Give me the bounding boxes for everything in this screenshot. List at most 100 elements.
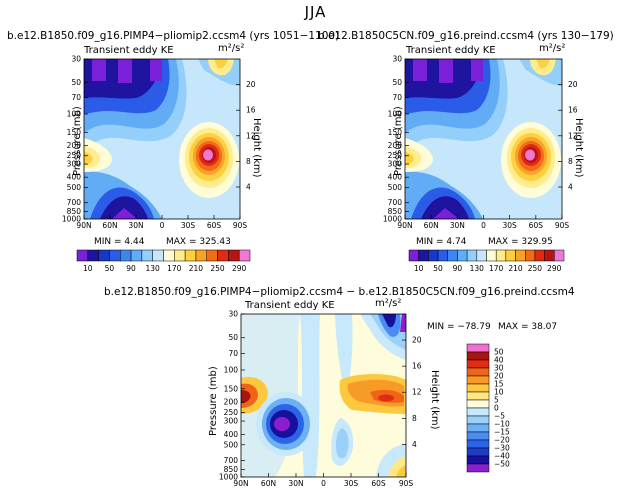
panel-2-subtitle: Transient eddy KE: [406, 45, 496, 56]
y-tick-label: 50: [392, 78, 402, 87]
panel-1-subtitle: Transient eddy KE: [84, 45, 174, 56]
x-tick-label: 90N: [76, 221, 91, 230]
colorbar-swatch: [457, 249, 468, 262]
colorbar-label: 10: [494, 388, 504, 397]
x-tick-label: 60N: [424, 221, 439, 230]
colorbar-swatch: [486, 249, 497, 262]
y2-tick-label: 12: [412, 388, 422, 397]
y-tick-label: 200: [388, 141, 403, 150]
colorbar-label: −10: [494, 420, 510, 429]
y-tick-label: 850: [224, 465, 239, 474]
x-tick-label: 90N: [233, 479, 248, 488]
y-tick-label: 70: [392, 93, 402, 102]
colorbar-label: 250: [210, 264, 225, 273]
colorbar-label: 20: [494, 372, 504, 381]
y-tick-label: 250: [224, 408, 239, 417]
colorbar-swatch: [466, 447, 490, 457]
colorbar-swatch: [525, 249, 536, 262]
colorbar-swatch: [466, 343, 490, 353]
x-tick-label: 30N: [288, 479, 303, 488]
colorbar-swatch: [152, 249, 164, 262]
y2-tick-label: 4: [412, 440, 417, 449]
x-tick-label: 30S: [181, 221, 196, 230]
x-tick-label: 0: [481, 221, 486, 230]
y2-tick-label: 12: [246, 131, 256, 140]
colorbar-swatch: [238, 249, 251, 262]
y2-tick-label: 4: [568, 183, 573, 192]
colorbar-swatch: [174, 249, 186, 262]
colorbar-swatch: [418, 249, 429, 262]
y-tick-label: 100: [388, 109, 403, 118]
colorbar-swatch: [130, 249, 143, 262]
y-tick-label: 30: [228, 310, 238, 319]
colorbar-label: 290: [547, 264, 562, 273]
panel-1-min: MIN = 4.44: [94, 237, 145, 247]
y-tick-label: 300: [224, 417, 239, 426]
colorbar-swatch: [120, 249, 132, 262]
y-tick-label: 400: [224, 430, 239, 439]
colorbar-label: 210: [508, 264, 523, 273]
colorbar-swatch: [544, 249, 555, 262]
colorbar-swatch: [466, 423, 490, 433]
y-tick-label: 150: [67, 128, 82, 137]
y2-tick-label: 8: [412, 414, 417, 423]
y-tick-label: 850: [388, 207, 403, 216]
y-tick-label: 70: [71, 93, 81, 102]
y-tick-label: 500: [67, 183, 82, 192]
colorbar-swatch: [466, 375, 490, 385]
y-tick-label: 150: [388, 128, 403, 137]
colorbar-swatch: [476, 249, 487, 262]
colorbar-swatch: [437, 249, 448, 262]
y-tick-label: 500: [388, 183, 403, 192]
colorbar-label: 50: [105, 264, 115, 273]
panel-1-units: m²/s²: [218, 43, 245, 54]
x-tick-label: 0: [160, 221, 165, 230]
colorbar-swatch: [515, 249, 526, 262]
colorbar-swatch: [184, 249, 197, 262]
y2-tick-label: 20: [412, 336, 422, 345]
x-tick-label: 30S: [344, 479, 359, 488]
y2-tick-label: 20: [568, 80, 578, 89]
y-tick-label: 1000: [383, 215, 402, 224]
colorbar-label: −5: [494, 412, 505, 421]
panel-3-min: MIN = −78.79: [427, 322, 491, 332]
panel-3-units: m²/s²: [375, 298, 402, 309]
colorbar-swatch: [466, 455, 490, 465]
panel-3-title: b.e12.B1850.f09_g16.PIMP4−pliomip2.ccsm4…: [104, 286, 575, 298]
colorbar-swatch: [217, 249, 229, 262]
colorbar-label: 170: [489, 264, 504, 273]
x-tick-label: 90S: [399, 479, 414, 488]
colorbar-label: 130: [146, 264, 161, 273]
colorbar-swatch: [466, 439, 490, 449]
colorbar-label: 10: [83, 264, 93, 273]
y-tick-label: 250: [67, 151, 82, 160]
colorbar-swatch: [466, 407, 490, 417]
colorbar-swatch: [98, 249, 110, 262]
colorbar-swatch: [466, 383, 490, 393]
y-tick-label: 850: [67, 207, 82, 216]
colorbar-swatch: [76, 249, 89, 262]
x-tick-label: 90N: [397, 221, 412, 230]
colorbar-swatch: [466, 367, 490, 377]
colorbar-swatch: [495, 249, 507, 262]
colorbar-swatch: [228, 249, 240, 262]
y-tick-label: 300: [67, 160, 82, 169]
colorbar-label: 250: [528, 264, 543, 273]
y-tick-label: 200: [224, 398, 239, 407]
y-tick-label: 100: [224, 365, 239, 374]
colorbar-swatch: [141, 249, 153, 262]
colorbar-label: 5: [494, 396, 499, 405]
colorbar-label: 30: [494, 364, 504, 373]
x-tick-label: 60N: [261, 479, 276, 488]
x-tick-label: 90S: [555, 221, 570, 230]
y2-tick-label: 16: [412, 362, 422, 371]
colorbar-label: −50: [494, 460, 510, 469]
panel-2-units: m²/s²: [539, 43, 566, 54]
colorbar-swatch: [466, 399, 490, 409]
colorbar-swatch: [466, 431, 490, 441]
